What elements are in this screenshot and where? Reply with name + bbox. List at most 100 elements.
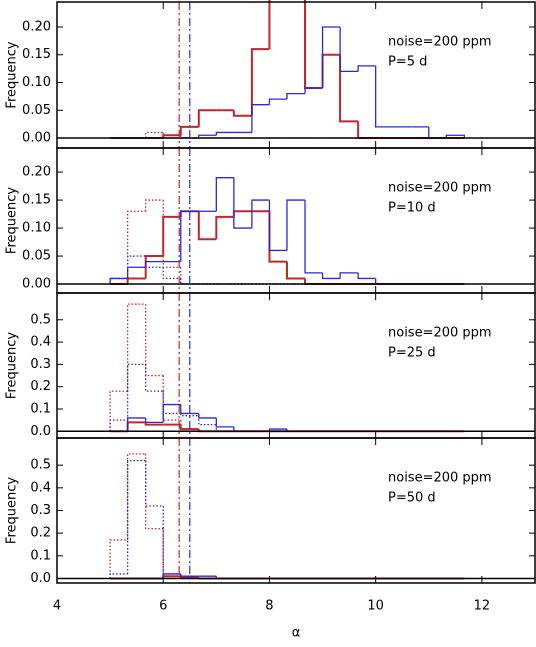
histogram-step — [268, 211, 287, 263]
histogram-step — [268, 0, 271, 50]
histogram-step — [428, 126, 447, 139]
histogram-step — [109, 419, 128, 432]
y-tick-label: 0.00 — [22, 131, 51, 146]
histogram-step — [126, 210, 146, 279]
y-tick-label: 0.05 — [22, 249, 51, 264]
y-tick-label: 0.05 — [22, 103, 51, 118]
histogram-step — [145, 199, 164, 212]
x-axis-label: α — [292, 626, 301, 641]
histogram-step — [144, 255, 164, 279]
histogram-step — [357, 65, 376, 72]
annotation: P=25 d — [388, 346, 436, 361]
histogram-step — [144, 422, 164, 426]
y-tick-label: 0.0 — [30, 424, 51, 439]
y-tick-label: 0.1 — [30, 402, 51, 417]
histogram-step — [109, 573, 128, 579]
histogram-step — [198, 134, 217, 139]
histogram-step — [232, 110, 252, 117]
y-tick-label: 0.10 — [22, 221, 51, 236]
histogram-step — [215, 131, 234, 136]
annotation: P=5 d — [388, 55, 427, 70]
histogram-step — [162, 403, 181, 423]
annotation: noise=200 ppm — [388, 326, 492, 341]
histogram-step — [109, 277, 128, 285]
histogram-step — [126, 363, 146, 421]
histogram-step — [339, 26, 359, 73]
annotation: P=10 d — [388, 201, 436, 216]
histogram-step — [126, 277, 146, 285]
histogram-step — [339, 272, 359, 279]
y-tick-label: 0.20 — [22, 165, 51, 180]
y-tick-label: 0.15 — [22, 193, 51, 208]
y-tick-label: 0.00 — [22, 277, 51, 292]
y-axis-label: Frequency — [5, 332, 20, 399]
histogram-step — [145, 453, 164, 530]
histogram-step — [145, 304, 164, 377]
histogram-step — [162, 528, 181, 577]
histogram-step — [162, 134, 181, 139]
histogram-step — [285, 261, 306, 280]
histogram-step — [197, 211, 217, 241]
histogram-step — [162, 200, 181, 268]
y-axis-label: Frequency — [5, 187, 20, 254]
y-tick-label: 0.1 — [30, 548, 51, 563]
histogram-step — [145, 460, 164, 507]
y-tick-label: 0.10 — [22, 75, 51, 90]
x-tick-label: 6 — [159, 599, 167, 614]
histogram-step — [126, 453, 146, 540]
histogram-step — [321, 272, 341, 280]
annotation: noise=200 ppm — [388, 471, 492, 486]
plot-frame — [56, 437, 536, 584]
histogram-step — [251, 199, 270, 229]
histogram-step — [180, 210, 199, 262]
histogram-step — [304, 0, 323, 90]
plot-frame — [56, 147, 536, 294]
histogram-step — [286, 199, 306, 251]
histogram-step — [179, 125, 199, 136]
histogram-step — [321, 53, 341, 89]
histogram-step — [250, 48, 270, 116]
histogram-step — [179, 424, 199, 431]
plot-frame — [56, 292, 536, 439]
histogram-step — [357, 121, 376, 140]
histogram-step — [126, 421, 146, 432]
histogram-step — [304, 200, 323, 274]
histogram-step — [215, 215, 234, 240]
histogram-step — [304, 278, 323, 286]
y-tick-label: 0.20 — [22, 19, 51, 34]
x-tick-label: 12 — [474, 599, 491, 614]
histogram-step — [180, 413, 199, 417]
histogram-step — [251, 104, 270, 133]
annotation: noise=200 ppm — [388, 181, 492, 196]
y-tick-label: 0.2 — [30, 379, 51, 394]
histogram-step — [109, 390, 128, 432]
y-tick-label: 0.0 — [30, 571, 51, 586]
y-tick-label: 0.4 — [30, 335, 51, 350]
x-tick-label: 10 — [367, 599, 384, 614]
histogram-step — [198, 413, 217, 419]
histogram-step — [126, 266, 146, 279]
histogram-step — [162, 215, 181, 257]
annotation: noise=200 ppm — [388, 35, 492, 50]
histogram-step — [180, 404, 199, 415]
histogram-step — [162, 391, 181, 415]
histogram-step — [304, 87, 323, 94]
histogram-step — [126, 460, 146, 574]
x-tick-label: 4 — [53, 599, 61, 614]
histogram-step — [197, 109, 217, 127]
histogram-step — [162, 375, 181, 421]
histogram-step — [145, 260, 164, 268]
histogram-step — [232, 210, 252, 217]
histogram-step — [268, 98, 287, 105]
histogram-step — [215, 424, 234, 432]
histogram-step — [215, 177, 234, 212]
histogram-step — [162, 505, 181, 575]
histogram-step — [162, 573, 181, 579]
y-tick-label: 0.4 — [30, 480, 51, 495]
histogram-step — [339, 54, 359, 123]
y-tick-label: 0.3 — [30, 357, 51, 372]
histogram-step — [233, 177, 252, 229]
histogram-step — [109, 539, 128, 579]
histogram-step — [321, 26, 341, 89]
